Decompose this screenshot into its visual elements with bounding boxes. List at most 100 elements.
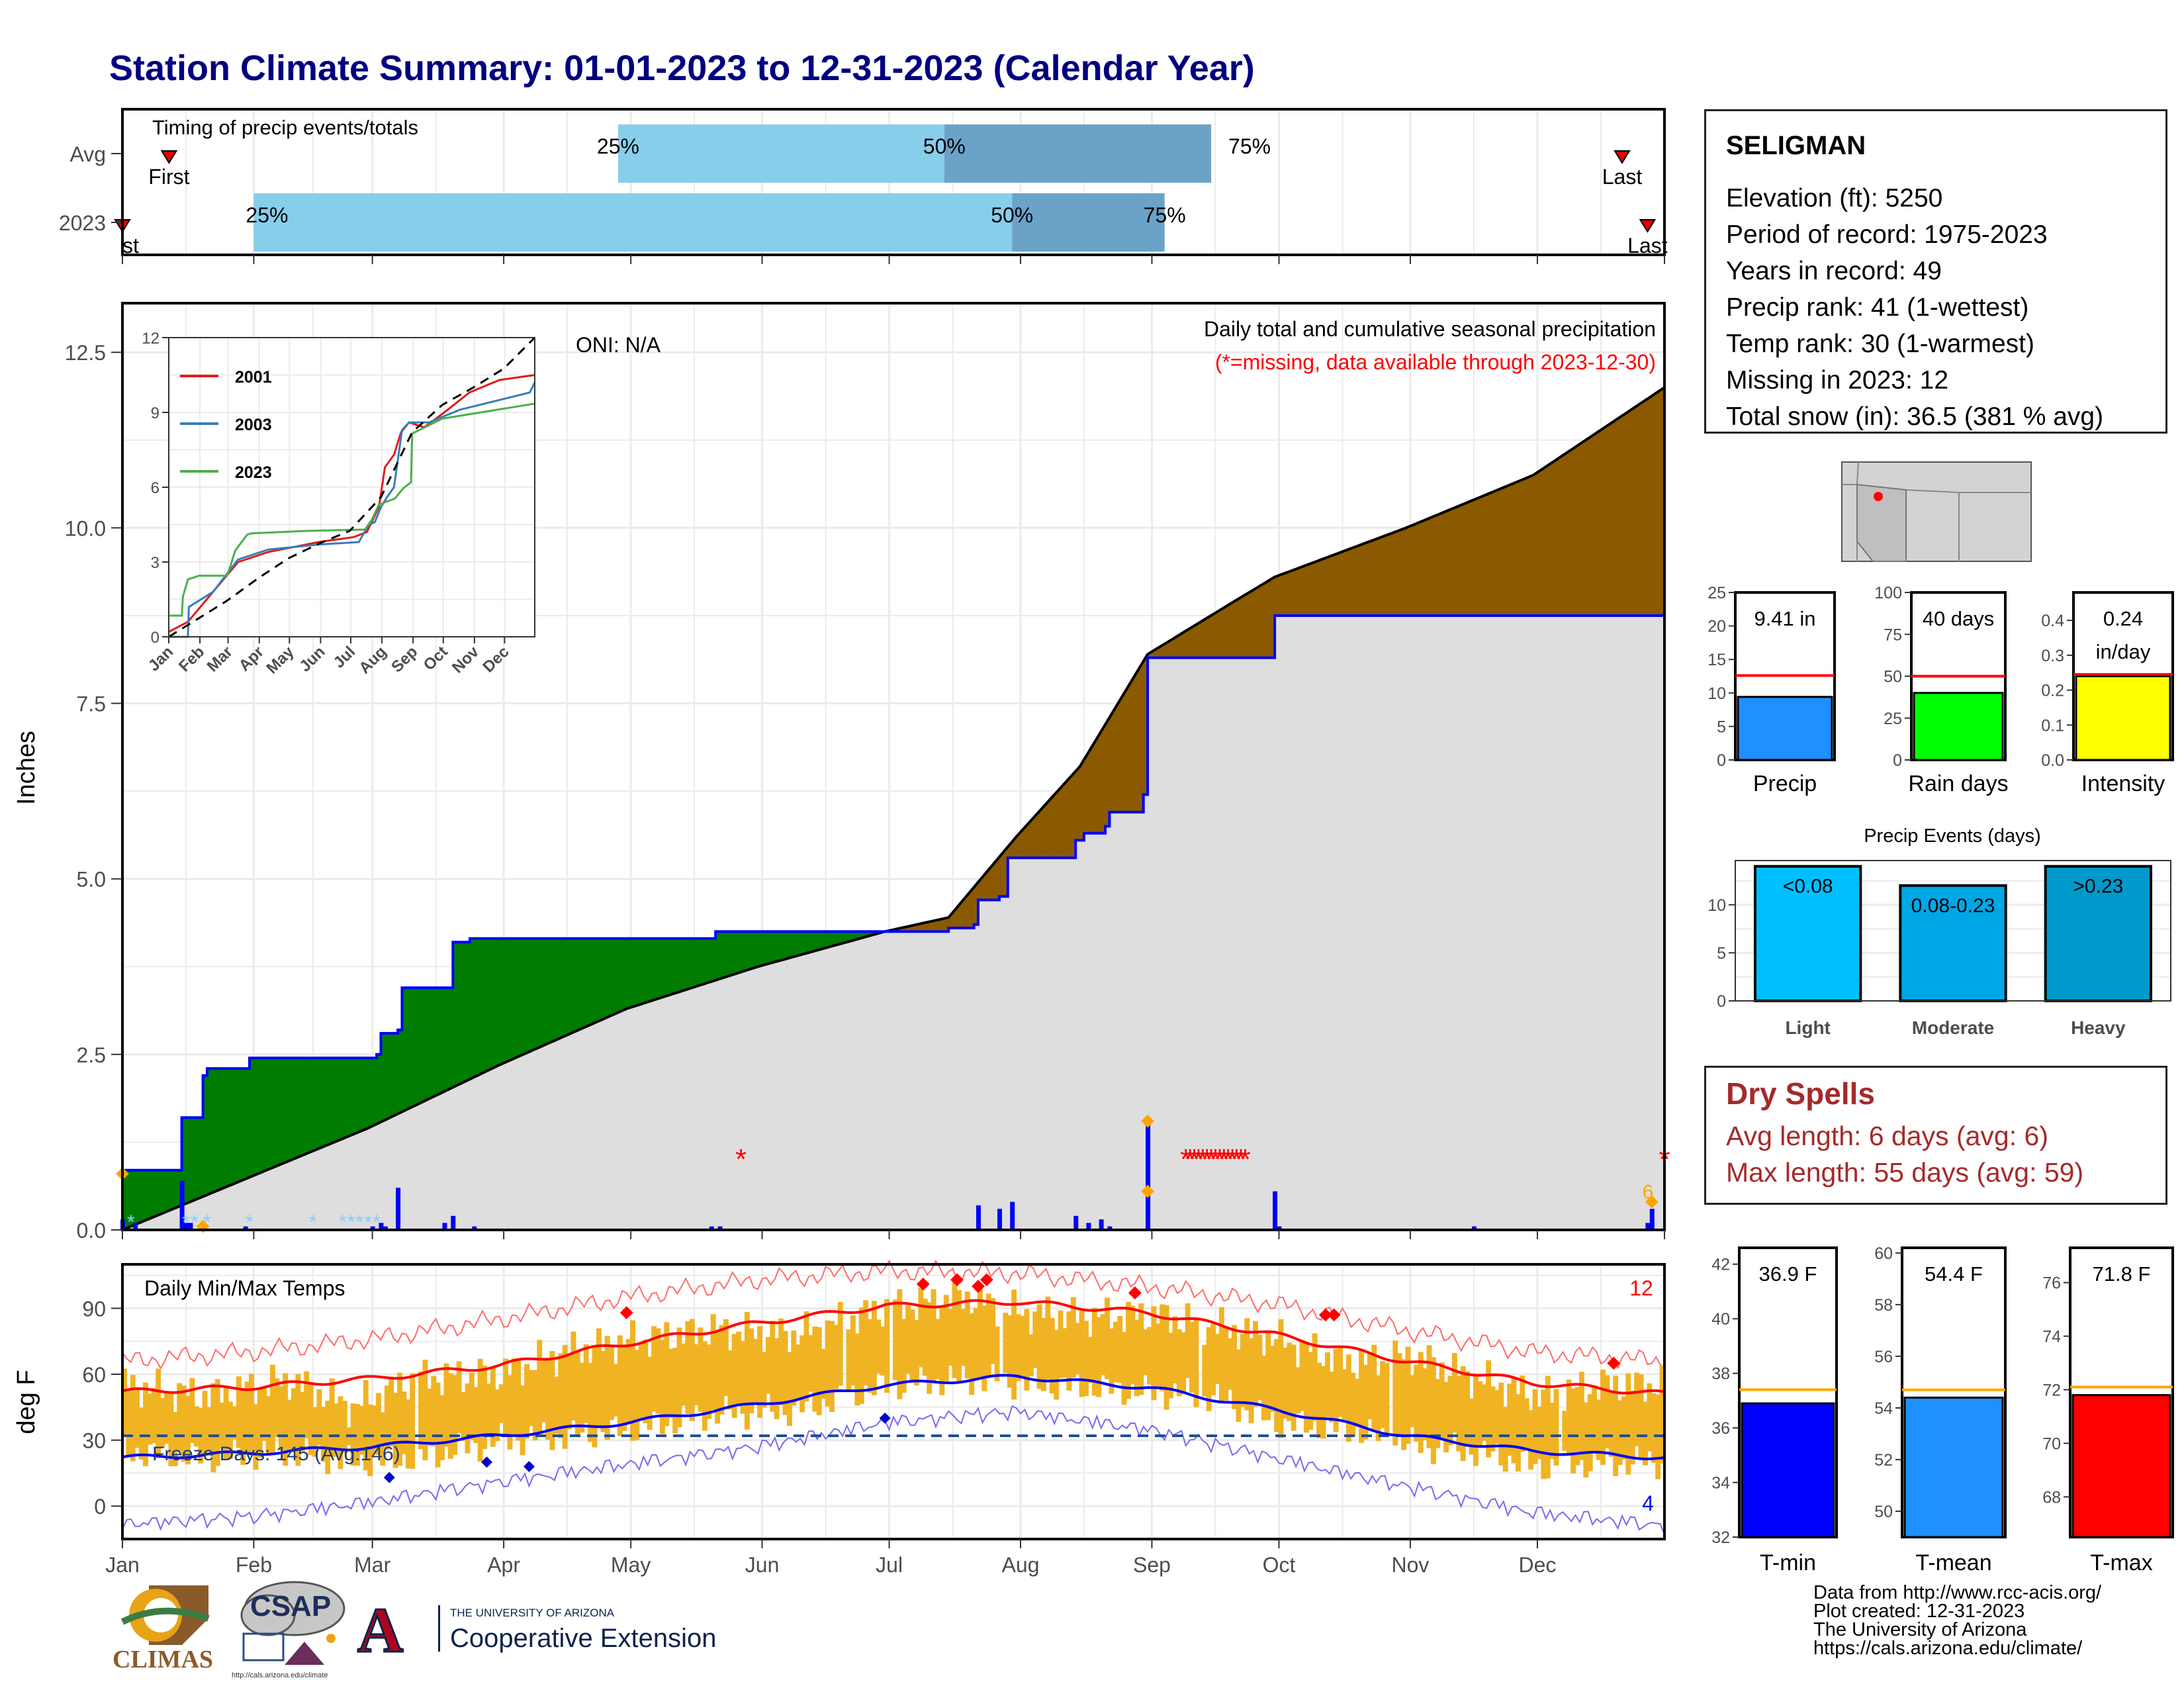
precip-above-avg-fill [351, 1057, 356, 1136]
precip-above-avg-fill [609, 938, 614, 1017]
precip-above-avg-fill [164, 1170, 169, 1213]
temp-daily-bar [846, 1329, 852, 1391]
temp-daily-bar [752, 1338, 758, 1405]
precip-below-avg-fill [1541, 466, 1547, 616]
temp-daily-bar [558, 1353, 564, 1438]
temp-daily-bar [520, 1385, 525, 1456]
temp-daily-bar [1380, 1361, 1386, 1429]
temp-xtick-label: Jun [745, 1553, 780, 1577]
temp-daily-bar [1418, 1352, 1424, 1453]
temp-daily-bar [922, 1298, 928, 1376]
precip-flag-count: 6 [1643, 1181, 1654, 1203]
precip-above-avg-fill [668, 938, 674, 996]
precip-daily-bar [472, 1226, 477, 1230]
temp-daily-bar [978, 1284, 983, 1378]
temp-daily-bar [363, 1380, 369, 1471]
temp-daily-bar [130, 1375, 136, 1462]
precip-above-avg-fill [473, 938, 479, 1078]
temp-daily-bar [447, 1373, 453, 1459]
precip-below-avg-fill [1643, 398, 1648, 616]
t-min-ytick-label: 32 [1711, 1528, 1730, 1547]
temp-daily-bar [1634, 1372, 1640, 1446]
temp-daily-bar [1316, 1362, 1322, 1438]
temp-daily-bar [914, 1320, 919, 1385]
temp-daily-bar [694, 1344, 700, 1405]
temp-daily-bar [1261, 1355, 1267, 1421]
temp-daily-bar [1117, 1315, 1123, 1383]
temp-daily-bar [545, 1358, 551, 1440]
temp-daily-bar [621, 1344, 627, 1431]
temp-daily-bar [592, 1344, 598, 1448]
t-min-bar [1741, 1402, 1835, 1538]
temp-daily-bar [668, 1348, 674, 1418]
temp-ytick-label: 90 [82, 1297, 106, 1321]
precip-missing-marker: * [1231, 1143, 1242, 1176]
temp-daily-bar [1447, 1376, 1453, 1446]
t-mean-ytick-label: 50 [1874, 1503, 1893, 1521]
temp-daily-bar [774, 1338, 780, 1419]
precip-below-avg-fill [1346, 547, 1351, 616]
precip-above-avg-fill [516, 938, 522, 1058]
temp-daily-bar [812, 1326, 818, 1412]
t-max-ytick-label: 70 [2042, 1434, 2061, 1453]
precip-above-avg-fill [614, 938, 619, 1015]
temp-record-high-count: 12 [1629, 1276, 1653, 1300]
temp-daily-bar [1032, 1311, 1038, 1368]
precip-below-avg-fill [1325, 555, 1330, 616]
precip-above-avg-fill [630, 938, 635, 1008]
precip-above-avg-fill [499, 938, 504, 1066]
precip-below-avg-fill [1520, 478, 1525, 616]
temp-daily-bar [588, 1362, 594, 1442]
precip-total-ytick-label: 0 [1717, 751, 1726, 770]
temp-daily-bar [948, 1309, 954, 1366]
temp-daily-bar [1367, 1353, 1373, 1420]
temp-daily-bar [643, 1339, 649, 1424]
temp-daily-bar [990, 1298, 996, 1364]
inset-line-average [168, 336, 536, 638]
rain-days-ytick-label: 0 [1893, 751, 1902, 770]
temp-daily-bar [461, 1392, 466, 1442]
temp-daily-bar [1214, 1334, 1220, 1384]
precip-below-avg-fill [1113, 702, 1118, 813]
precip-above-avg-fill [457, 941, 462, 1086]
precip-daily-bar [243, 1226, 248, 1230]
temp-daily-bar [1287, 1342, 1293, 1421]
temp-daily-bar [1036, 1304, 1042, 1389]
precip-ytick-label: 0.0 [77, 1219, 106, 1243]
temp-daily-bar [1502, 1407, 1508, 1472]
precip-below-avg-fill [1257, 584, 1263, 659]
temp-daily-bar [740, 1340, 746, 1414]
precip-above-avg-fill [702, 938, 707, 985]
temp-daily-bar [181, 1385, 187, 1462]
precip-snow-marker: * [364, 1211, 372, 1233]
temp-ytick-label: 60 [82, 1363, 106, 1387]
temp-daily-bar [1079, 1309, 1085, 1397]
temp-daily-bar [304, 1371, 310, 1438]
temp-daily-bar [931, 1289, 936, 1383]
precip-above-avg-fill [418, 987, 424, 1105]
temp-daily-bar [778, 1318, 784, 1405]
precip-below-avg-fill [1079, 758, 1085, 841]
temp-daily-bar [1248, 1338, 1254, 1423]
temp-daily-bar [168, 1391, 174, 1467]
precip-below-avg-fill [995, 856, 1000, 900]
precip-below-avg-fill [1507, 483, 1513, 616]
precip-missing-marker: * [1235, 1143, 1246, 1176]
temp-daily-bar [744, 1311, 750, 1430]
precip-daily-bar [1099, 1219, 1104, 1230]
precip-total-ytick-label: 25 [1707, 584, 1726, 602]
precip-below-avg-fill [1388, 532, 1394, 616]
temp-daily-bar [1007, 1315, 1013, 1388]
precip-below-avg-fill [1304, 563, 1309, 616]
precip-below-avg-fill [1075, 765, 1081, 841]
temp-daily-bar [1295, 1367, 1301, 1414]
precip-above-avg-fill [791, 931, 797, 958]
temp-record-low-line [122, 1405, 1665, 1535]
precip-daily-bar [1471, 1226, 1477, 1230]
temp-daily-bar [1443, 1382, 1449, 1453]
inset-line-2001 [168, 374, 535, 633]
events-category-label: Moderate [1912, 1017, 1994, 1038]
intensity-ytick-label: 0.4 [2041, 612, 2064, 630]
temp-daily-bar [236, 1376, 242, 1448]
temp-daily-bar [397, 1372, 402, 1466]
